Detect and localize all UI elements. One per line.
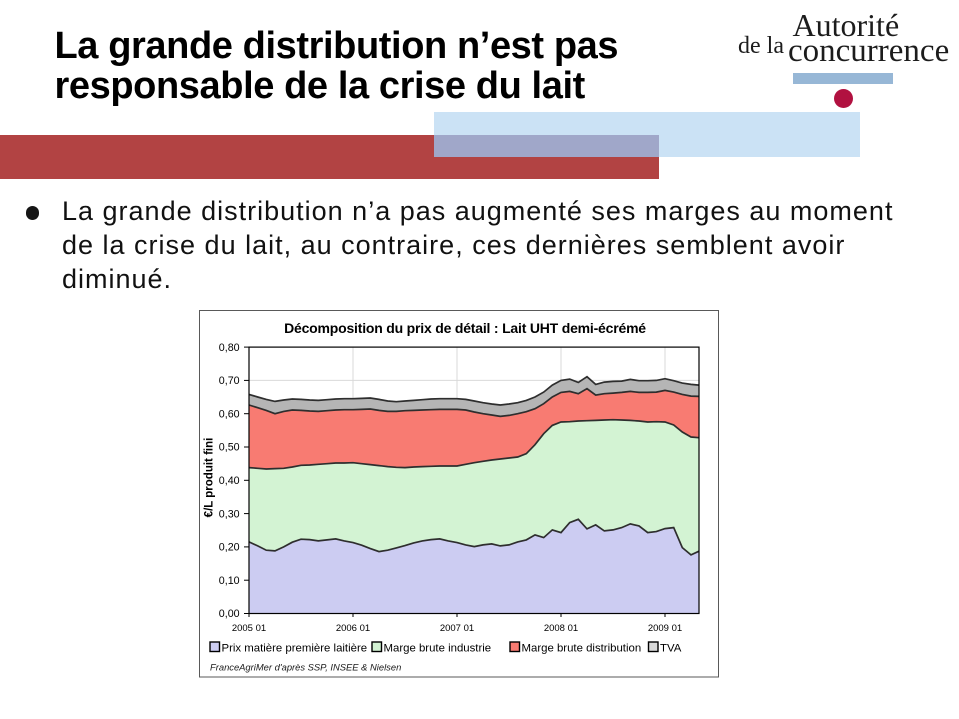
svg-text:0,70: 0,70 xyxy=(219,375,240,387)
svg-text:0,50: 0,50 xyxy=(219,442,240,454)
svg-text:0,20: 0,20 xyxy=(219,542,240,554)
svg-text:€/L produit fini: €/L produit fini xyxy=(204,438,216,518)
svg-text:TVA: TVA xyxy=(660,643,682,655)
svg-text:Marge brute industrie: Marge brute industrie xyxy=(384,643,492,655)
svg-text:Marge brute distribution: Marge brute distribution xyxy=(522,643,642,655)
svg-text:Prix matière première laitière: Prix matière première laitière xyxy=(222,643,368,655)
svg-text:2006 01: 2006 01 xyxy=(336,623,370,634)
svg-text:0,00: 0,00 xyxy=(219,608,240,620)
svg-text:2007 01: 2007 01 xyxy=(440,623,474,634)
svg-text:2005 01: 2005 01 xyxy=(232,623,266,634)
svg-text:FranceAgriMer d'après SSP, INS: FranceAgriMer d'après SSP, INSEE & Niels… xyxy=(210,662,401,673)
svg-text:Décomposition du prix de détai: Décomposition du prix de détail : Lait U… xyxy=(284,320,646,336)
svg-text:0,10: 0,10 xyxy=(219,575,240,587)
svg-text:2009 01: 2009 01 xyxy=(648,623,682,634)
svg-text:0,30: 0,30 xyxy=(219,508,240,520)
svg-text:0,40: 0,40 xyxy=(219,475,240,487)
svg-text:0,80: 0,80 xyxy=(219,342,240,354)
svg-text:2008 01: 2008 01 xyxy=(544,623,578,634)
svg-text:0,60: 0,60 xyxy=(219,408,240,420)
